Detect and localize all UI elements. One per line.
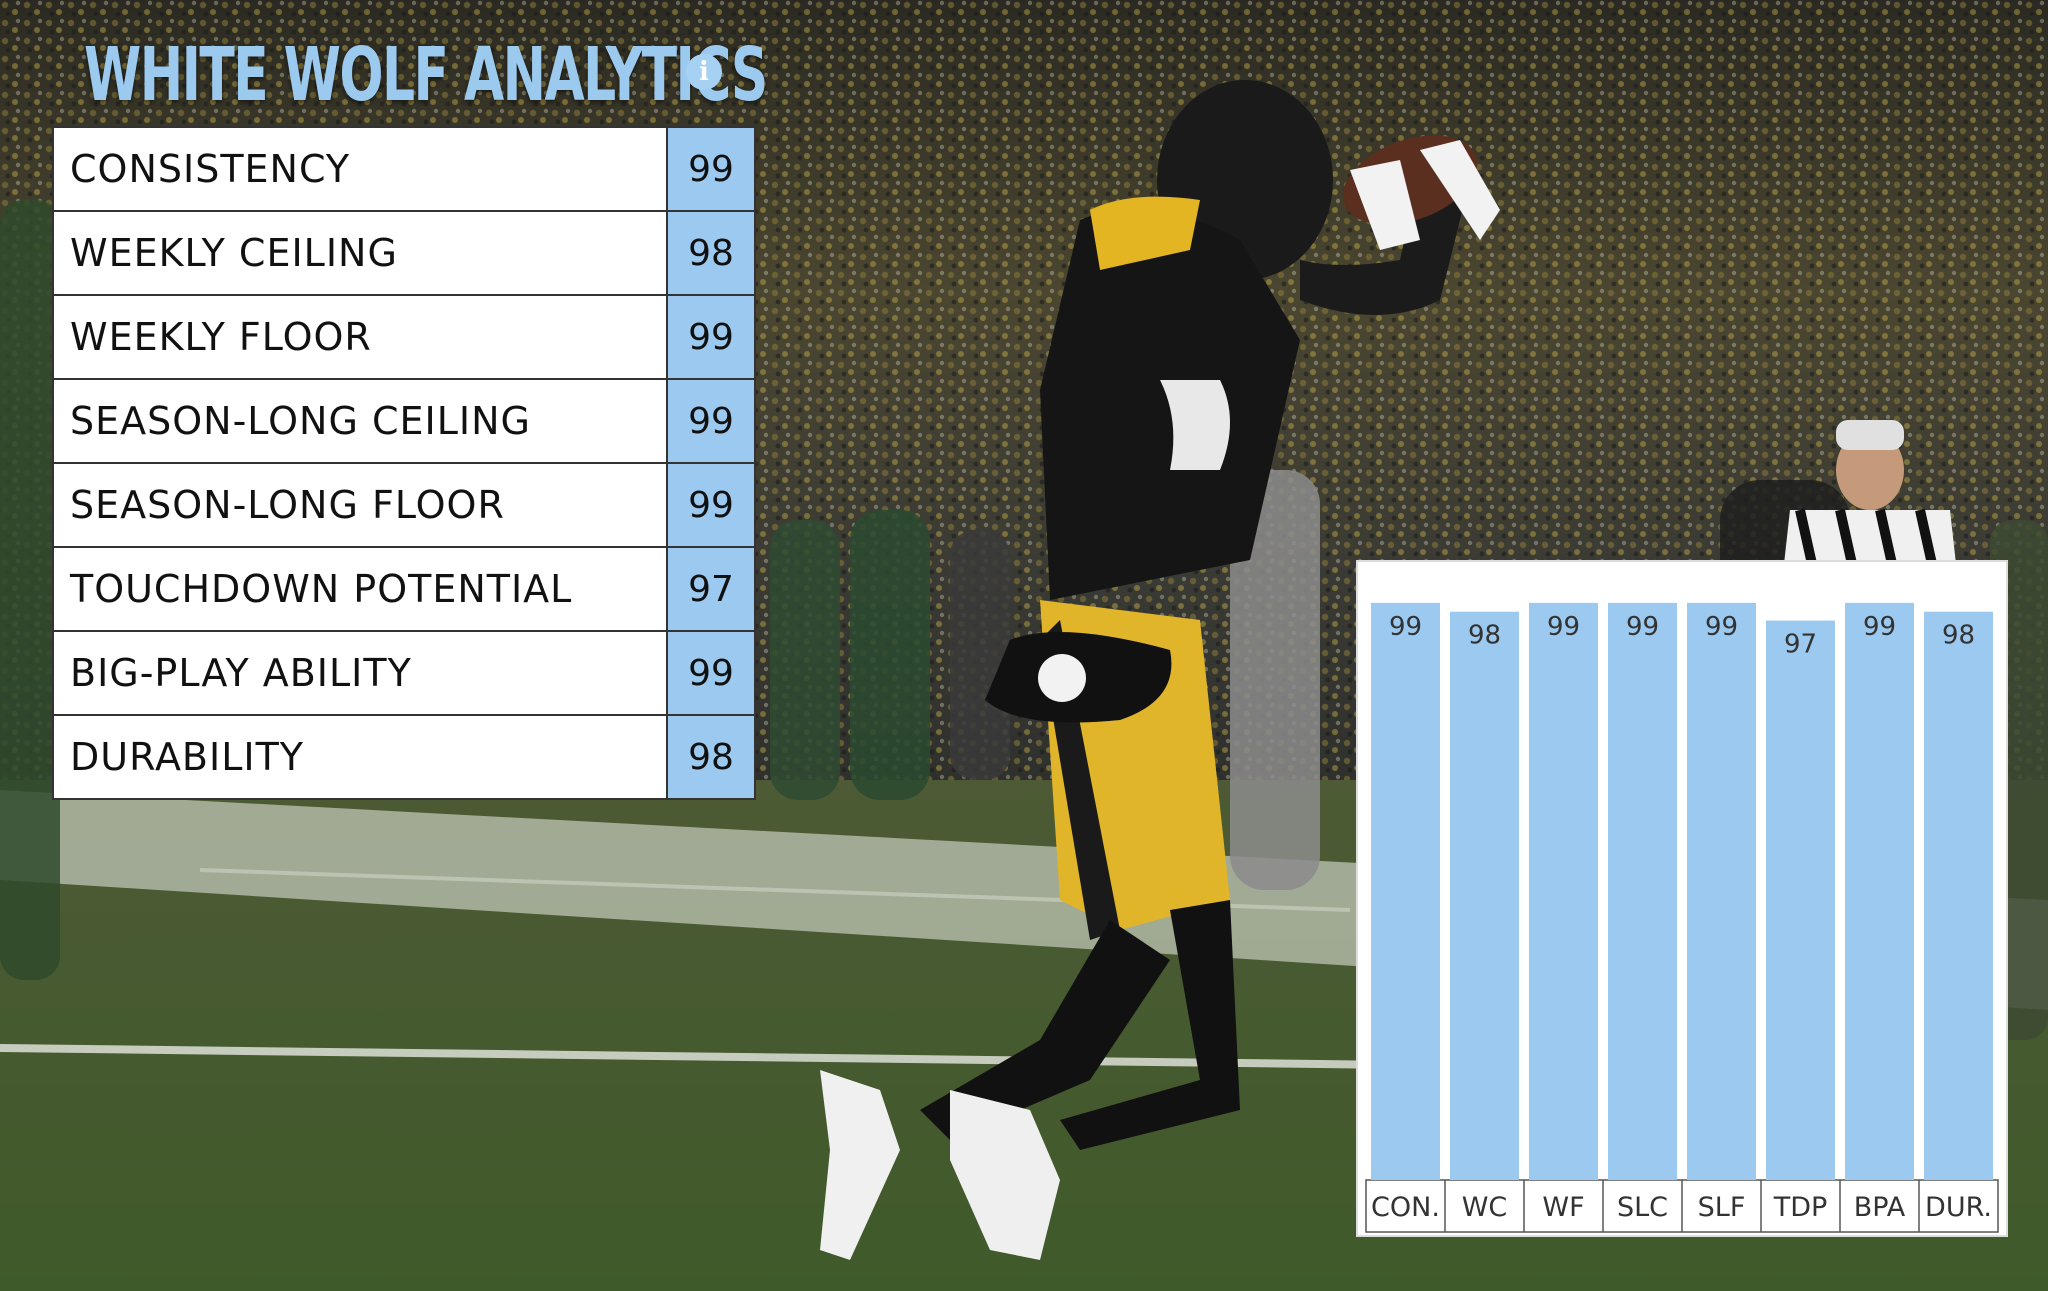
bar-wc: [1450, 611, 1519, 1180]
rating-row-season-long-floor: SEASON-LONG FLOOR 99: [54, 462, 754, 546]
rating-label: SEASON-LONG FLOOR: [54, 464, 666, 546]
bar-chart-svg: 99 CON. 98 WC 99 WF 99 SLC 99 SLF 97 TDP 99 BPA 98 DUR.: [1365, 602, 1999, 1233]
data-label: 98: [1468, 621, 1501, 651]
data-label: 99: [1626, 612, 1659, 642]
x-tick-label: WC: [1462, 1192, 1508, 1223]
rating-row-season-long-ceiling: SEASON-LONG CEILING 99: [54, 378, 754, 462]
data-label: 98: [1942, 621, 1975, 651]
x-tick-label: SLF: [1698, 1192, 1746, 1223]
x-tick-label: WF: [1542, 1192, 1584, 1223]
rating-label: DURABILITY: [54, 716, 666, 798]
rating-value: 98: [666, 716, 754, 798]
rating-row-touchdown-potential: TOUCHDOWN POTENTIAL 97: [54, 546, 754, 630]
rating-value: 99: [666, 296, 754, 378]
info-icon[interactable]: i: [686, 54, 722, 90]
x-tick-label: SLC: [1617, 1192, 1668, 1223]
bar-tdp: [1766, 620, 1835, 1180]
rating-label: SEASON-LONG CEILING: [54, 380, 666, 462]
rating-row-weekly-floor: WEEKLY FLOOR 99: [54, 294, 754, 378]
data-label: 99: [1705, 612, 1738, 642]
rating-label: WEEKLY FLOOR: [54, 296, 666, 378]
rating-label: WEEKLY CEILING: [54, 212, 666, 294]
data-label: 97: [1784, 630, 1817, 660]
bar-con: [1371, 602, 1440, 1180]
rating-row-durability: DURABILITY 98: [54, 714, 754, 798]
x-tick-label: CON.: [1371, 1192, 1440, 1223]
rating-label: TOUCHDOWN POTENTIAL: [54, 548, 666, 630]
data-label: 99: [1863, 612, 1896, 642]
rating-value: 99: [666, 464, 754, 546]
data-label: 99: [1547, 612, 1580, 642]
rating-value: 99: [666, 380, 754, 462]
bar-dur: [1924, 611, 1993, 1180]
x-tick-label: DUR.: [1925, 1192, 1992, 1223]
bar-bpa: [1845, 602, 1914, 1180]
app-title-bar: WHITE WOLF ANALYTICS: [84, 30, 959, 120]
rating-value: 99: [666, 632, 754, 714]
rating-label: BIG-PLAY ABILITY: [54, 632, 666, 714]
rating-label: CONSISTENCY: [54, 128, 666, 210]
rating-value: 97: [666, 548, 754, 630]
rating-row-weekly-ceiling: WEEKLY CEILING 98: [54, 210, 754, 294]
rating-row-consistency: CONSISTENCY 99: [54, 128, 754, 210]
bar-wf: [1529, 602, 1598, 1180]
rating-row-big-play-ability: BIG-PLAY ABILITY 99: [54, 630, 754, 714]
x-tick-label: TDP: [1773, 1192, 1828, 1223]
bar-slc: [1608, 602, 1677, 1180]
ratings-table: CONSISTENCY 99 WEEKLY CEILING 98 WEEKLY …: [52, 126, 756, 800]
x-tick-label: BPA: [1854, 1192, 1906, 1223]
data-label: 99: [1389, 612, 1422, 642]
rating-value: 98: [666, 212, 754, 294]
bar-slf: [1687, 602, 1756, 1180]
rating-value: 99: [666, 128, 754, 210]
ratings-bar-chart: 99 CON. 98 WC 99 WF 99 SLC 99 SLF 97 TDP 99 BPA 98 DUR.: [1356, 560, 2008, 1237]
app-title: WHITE WOLF ANALYTICS: [84, 32, 768, 118]
